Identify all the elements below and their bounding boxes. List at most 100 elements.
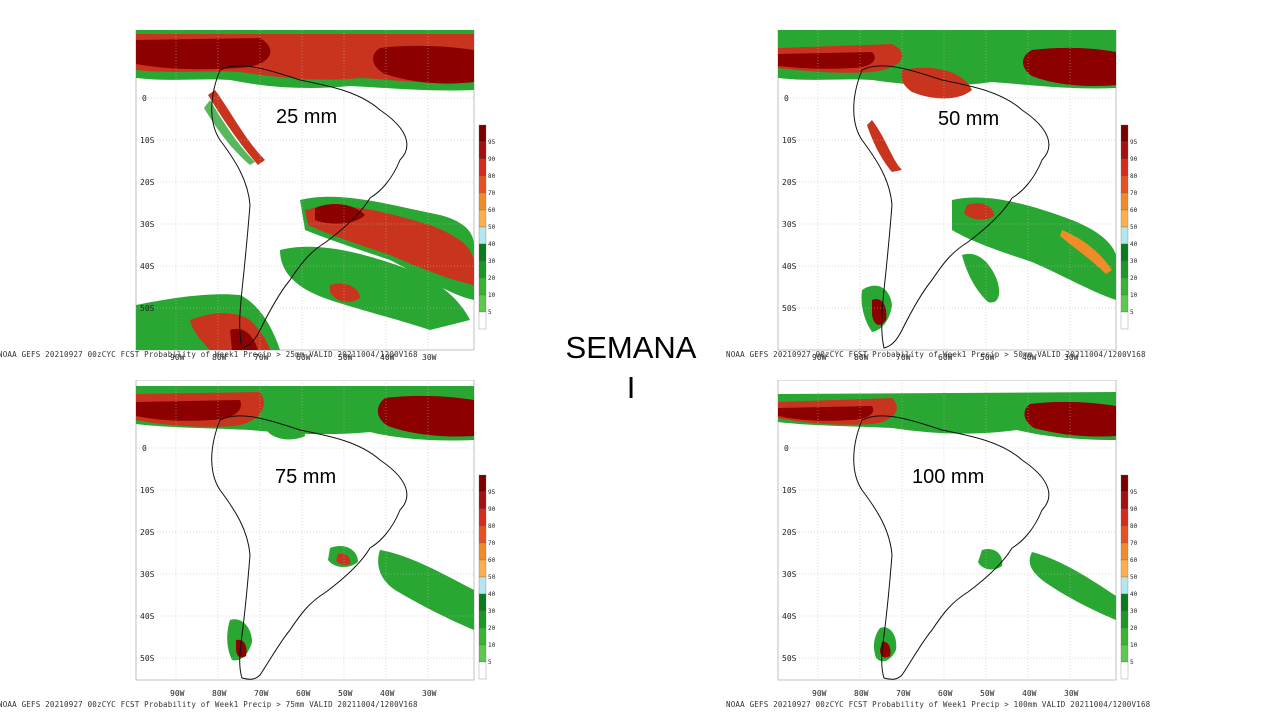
svg-text:50S: 50S: [140, 654, 155, 663]
lon-labels: 90W 80W 70W 60W 50W 40W 30W: [170, 353, 437, 360]
colorbar-label: 40: [488, 591, 496, 598]
map-50mm: 0 10S 20S 30S 40S 50S 90W 80W 70W 60W 50…: [777, 30, 1138, 360]
panel-caption: NOAA GEFS 20210927 00zCYC FCST Probabili…: [726, 350, 1146, 359]
colorbar-label: 95: [488, 489, 496, 496]
colorbar-label: 50: [488, 574, 496, 581]
colorbar-label: 95: [1130, 489, 1138, 496]
colorbar-25mm: 95 90 80 70 60 50 40 30 20 10 5: [478, 124, 496, 330]
svg-text:50S: 50S: [782, 654, 797, 663]
svg-text:30W: 30W: [422, 353, 437, 360]
colorbar-segment: [478, 294, 487, 313]
threshold-label: 50 mm: [938, 108, 1000, 130]
colorbar-segment: [1120, 610, 1129, 629]
lon-labels: 90W 80W 70W 60W 50W 40W 30W: [170, 689, 437, 698]
map-25mm: 0 10S 20S 30S 40S 50S 90W 80W 70W 60W 50…: [135, 30, 496, 360]
colorbar-label: 40: [488, 241, 496, 248]
colorbar-segment: [1120, 192, 1129, 211]
colorbar-segment: [1120, 243, 1129, 262]
colorbar-segment: [478, 311, 487, 330]
colorbar-segment: [1120, 311, 1129, 330]
lon-labels: 90W 80W 70W 60W 50W 40W 30W: [812, 689, 1079, 698]
svg-text:40W: 40W: [380, 689, 395, 698]
colorbar-segment: [478, 192, 487, 211]
panel-caption: NOAA GEFS 20210927 00zCYC FCST Probabili…: [0, 700, 418, 709]
svg-text:80W: 80W: [854, 353, 869, 360]
colorbar-label: 80: [1130, 523, 1138, 530]
colorbar-label: 70: [1130, 540, 1138, 547]
colorbar-segment: [478, 226, 487, 245]
svg-text:10S: 10S: [140, 136, 155, 145]
colorbar-segment: [1120, 627, 1129, 646]
colorbar-label: 90: [1130, 506, 1138, 513]
colorbar-label: 70: [1130, 190, 1138, 197]
svg-text:20S: 20S: [140, 178, 155, 187]
colorbar-label: 50: [1130, 574, 1138, 581]
colorbar-segment: [1120, 209, 1129, 228]
svg-text:50W: 50W: [980, 689, 995, 698]
colorbar-segment: [1120, 525, 1129, 544]
colorbar-segment: [478, 243, 487, 262]
colorbar-label: 30: [488, 258, 496, 265]
colorbar-segment: [1120, 542, 1129, 561]
colorbar-segment: [478, 491, 487, 510]
colorbar-segment: [1120, 260, 1129, 279]
colorbar-100mm: 95 90 80 70 60 50 40 30 20 10 5: [1120, 474, 1138, 680]
colorbar-segment: [478, 576, 487, 595]
svg-text:10S: 10S: [782, 486, 797, 495]
colorbar-segment: [478, 141, 487, 160]
map-75mm: 0 10S 20S 30S 40S 50S 90W 80W 70W 60W 50…: [135, 380, 496, 698]
colorbar-label: 5: [488, 659, 492, 666]
panel-caption: NOAA GEFS 20210927 00zCYC FCST Probabili…: [0, 350, 418, 359]
svg-text:20S: 20S: [140, 528, 155, 537]
svg-text:0: 0: [784, 444, 789, 453]
colorbar-segment: [478, 124, 487, 143]
colorbar-segment: [1120, 141, 1129, 160]
week-title: SEMANA I: [556, 328, 706, 408]
svg-text:70W: 70W: [254, 689, 269, 698]
svg-text:90W: 90W: [170, 689, 185, 698]
colorbar-label: 80: [1130, 173, 1138, 180]
svg-text:10S: 10S: [140, 486, 155, 495]
colorbar-segment: [478, 627, 487, 646]
svg-text:0: 0: [142, 444, 147, 453]
colorbar-segment: [478, 175, 487, 194]
colorbar-segment: [1120, 277, 1129, 296]
panel-25mm: 0 10S 20S 30S 40S 50S 90W 80W 70W 60W 50…: [0, 30, 530, 360]
colorbar-label: 60: [488, 557, 496, 564]
svg-text:90W: 90W: [812, 689, 827, 698]
colorbar-segment: [478, 474, 487, 493]
threshold-label: 100 mm: [912, 466, 985, 488]
svg-text:40S: 40S: [782, 612, 797, 621]
svg-text:10S: 10S: [782, 136, 797, 145]
svg-text:80W: 80W: [854, 689, 869, 698]
week-title-line2: I: [626, 370, 636, 405]
lat-labels: 0 10S 20S 30S 40S 50S: [140, 444, 155, 663]
colorbar-segment: [478, 644, 487, 663]
colorbar-label: 60: [1130, 207, 1138, 214]
svg-text:30W: 30W: [422, 689, 437, 698]
colorbar-segment: [1120, 226, 1129, 245]
colorbar-label: 20: [1130, 275, 1138, 282]
svg-text:0: 0: [142, 94, 147, 103]
colorbar-label: 30: [488, 608, 496, 615]
colorbar-segment: [1120, 508, 1129, 527]
svg-text:60W: 60W: [938, 353, 953, 360]
colorbar-segment: [478, 661, 487, 680]
colorbar-label: 10: [488, 292, 496, 299]
colorbar-label: 90: [1130, 156, 1138, 163]
svg-text:40S: 40S: [782, 262, 797, 271]
colorbar-segment: [478, 158, 487, 177]
colorbar-segment: [478, 508, 487, 527]
colorbar-segment: [478, 277, 487, 296]
colorbar-75mm: 95 90 80 70 60 50 40 30 20 10 5: [478, 474, 496, 680]
panel-50mm: 0 10S 20S 30S 40S 50S 90W 80W 70W 60W 50…: [726, 30, 1172, 360]
colorbar-segment: [1120, 576, 1129, 595]
colorbar-label: 60: [1130, 557, 1138, 564]
svg-text:70W: 70W: [896, 689, 911, 698]
svg-text:30W: 30W: [1064, 353, 1079, 360]
svg-text:50W: 50W: [338, 353, 353, 360]
svg-text:50W: 50W: [980, 353, 995, 360]
svg-text:40S: 40S: [140, 612, 155, 621]
colorbar-segment: [1120, 294, 1129, 313]
colorbar-label: 20: [1130, 625, 1138, 632]
